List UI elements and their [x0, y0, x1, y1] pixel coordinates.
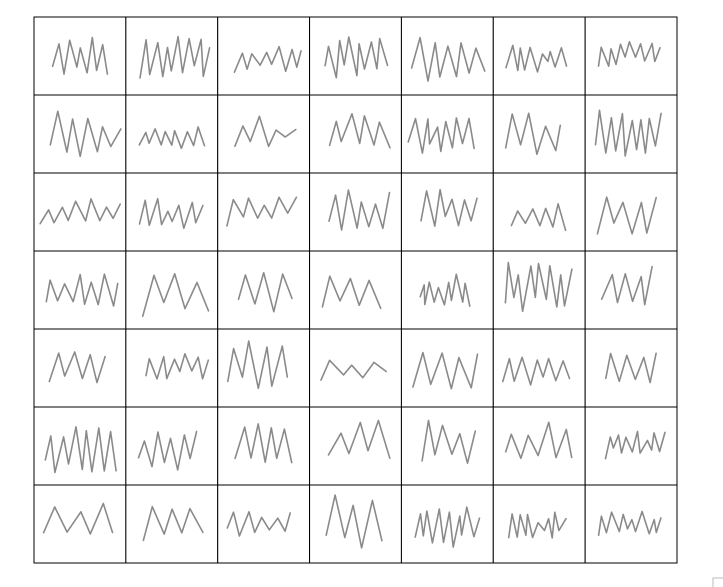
sketch	[410, 36, 486, 82]
sketch	[414, 506, 481, 548]
sketch	[226, 510, 292, 537]
cell	[309, 406, 402, 486]
cell	[125, 172, 219, 252]
cell	[584, 94, 678, 174]
sketch	[412, 351, 479, 390]
sketch	[48, 351, 106, 384]
cell	[492, 94, 586, 174]
sketch	[44, 426, 117, 474]
cell	[309, 328, 402, 408]
cell	[309, 94, 402, 174]
sketch	[233, 45, 302, 73]
sketch	[320, 359, 388, 381]
cell	[217, 328, 311, 408]
cell	[400, 328, 494, 408]
cell	[33, 250, 127, 330]
sketch	[421, 419, 477, 465]
sketch	[604, 430, 666, 460]
cell	[584, 250, 678, 330]
sketch	[604, 352, 657, 384]
cell	[217, 16, 311, 96]
sketch	[504, 421, 573, 460]
sketch	[325, 494, 383, 549]
cell	[492, 172, 586, 252]
sketch	[510, 203, 567, 232]
cell	[584, 484, 678, 564]
sketch	[237, 271, 293, 313]
sketch	[597, 40, 661, 67]
sketch	[600, 265, 653, 306]
sketch	[504, 112, 562, 155]
sketch	[328, 113, 391, 149]
sketch	[234, 423, 293, 464]
cells	[33, 16, 678, 564]
cell	[309, 250, 402, 330]
corner-mark	[712, 577, 723, 587]
cell	[217, 94, 311, 174]
cell	[584, 172, 678, 252]
sketch	[45, 273, 119, 307]
sketch	[137, 430, 198, 471]
cell	[309, 484, 402, 564]
cell	[400, 16, 494, 96]
cell	[125, 16, 219, 96]
sketch	[321, 275, 382, 310]
sketch	[141, 272, 210, 318]
sketch	[138, 197, 204, 229]
sketch	[420, 188, 478, 227]
sketch	[49, 110, 122, 158]
sketch	[407, 117, 475, 154]
sketch	[327, 419, 391, 460]
sketch	[596, 196, 658, 235]
sketch	[145, 352, 210, 380]
sketch	[39, 198, 121, 225]
sketch	[51, 36, 109, 75]
cell	[584, 406, 678, 486]
sketch	[328, 189, 391, 231]
cell	[217, 484, 311, 564]
cell	[217, 406, 311, 486]
sketch	[138, 126, 206, 150]
cell	[400, 406, 494, 486]
cell	[309, 172, 402, 252]
sketch	[501, 356, 571, 386]
sketch	[226, 196, 298, 227]
sketch	[324, 36, 389, 79]
cell	[125, 250, 219, 330]
cell	[33, 16, 127, 96]
cell	[125, 328, 219, 408]
sketch	[234, 115, 297, 148]
cell	[217, 250, 311, 330]
cell	[125, 484, 219, 564]
cell	[584, 16, 678, 96]
sketch	[594, 109, 662, 157]
sketch	[507, 511, 567, 539]
cell	[492, 16, 586, 96]
sketch	[419, 273, 471, 308]
sketch	[504, 261, 573, 313]
sketch	[227, 340, 289, 390]
sketch	[139, 35, 211, 79]
cell	[400, 94, 494, 174]
cell	[33, 94, 127, 174]
sketch	[597, 510, 662, 537]
sketches	[39, 35, 666, 549]
sketch	[142, 505, 204, 542]
cell	[125, 94, 219, 174]
cell	[217, 172, 311, 252]
sketch	[42, 502, 114, 535]
sketch	[505, 44, 568, 73]
cell	[309, 16, 402, 96]
